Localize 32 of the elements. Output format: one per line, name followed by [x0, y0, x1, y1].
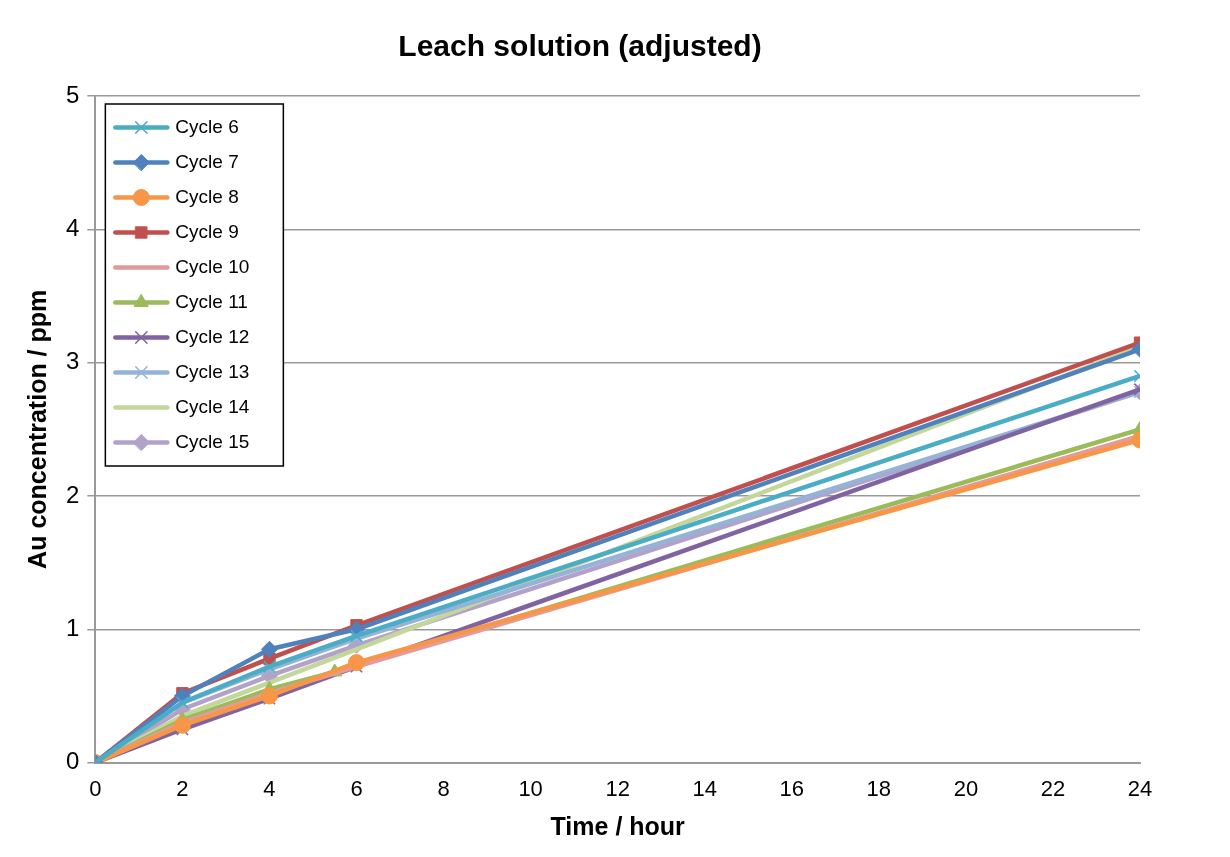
legend-label: Cycle 10: [175, 255, 250, 277]
x-tick-label: 2: [176, 775, 189, 801]
chart-title: Leach solution (adjusted): [398, 29, 762, 63]
y-tick-label: 3: [65, 347, 80, 375]
x-tick-label: 18: [866, 775, 892, 801]
x-axis-title: Time / hour: [550, 811, 686, 840]
x-tick-label: 20: [953, 775, 979, 801]
x-tick-label: 22: [1040, 775, 1066, 801]
x-tick-label: 6: [350, 775, 363, 801]
legend-label: Cycle 14: [175, 395, 250, 417]
legend-label: Cycle 12: [175, 325, 250, 347]
legend-label: Cycle 15: [175, 430, 250, 452]
y-tick-label: 4: [65, 213, 80, 241]
legend-label: Cycle 9: [175, 220, 239, 242]
x-tick-label: 4: [263, 775, 276, 801]
y-axis-title: Au concentration / ppm: [22, 289, 51, 569]
legend-label: Cycle 8: [175, 185, 239, 207]
x-tick-label: 0: [89, 775, 102, 801]
x-tick-label: 24: [1127, 775, 1153, 801]
y-tick-label: 2: [65, 480, 80, 508]
x-tick-label: 16: [779, 775, 805, 801]
x-tick-label: 10: [518, 775, 543, 801]
x-tick-label: 14: [692, 775, 717, 801]
legend-label: Cycle 6: [175, 115, 239, 137]
legend-label: Cycle 13: [175, 360, 250, 382]
x-tick-label: 8: [437, 775, 450, 801]
x-tick-label: 12: [605, 775, 630, 801]
y-tick-label: 1: [65, 613, 80, 641]
legend-label: Cycle 11: [175, 290, 248, 312]
legend-label: Cycle 7: [175, 150, 239, 172]
y-tick-label: 0: [65, 747, 80, 775]
y-tick-label: 5: [65, 80, 80, 108]
